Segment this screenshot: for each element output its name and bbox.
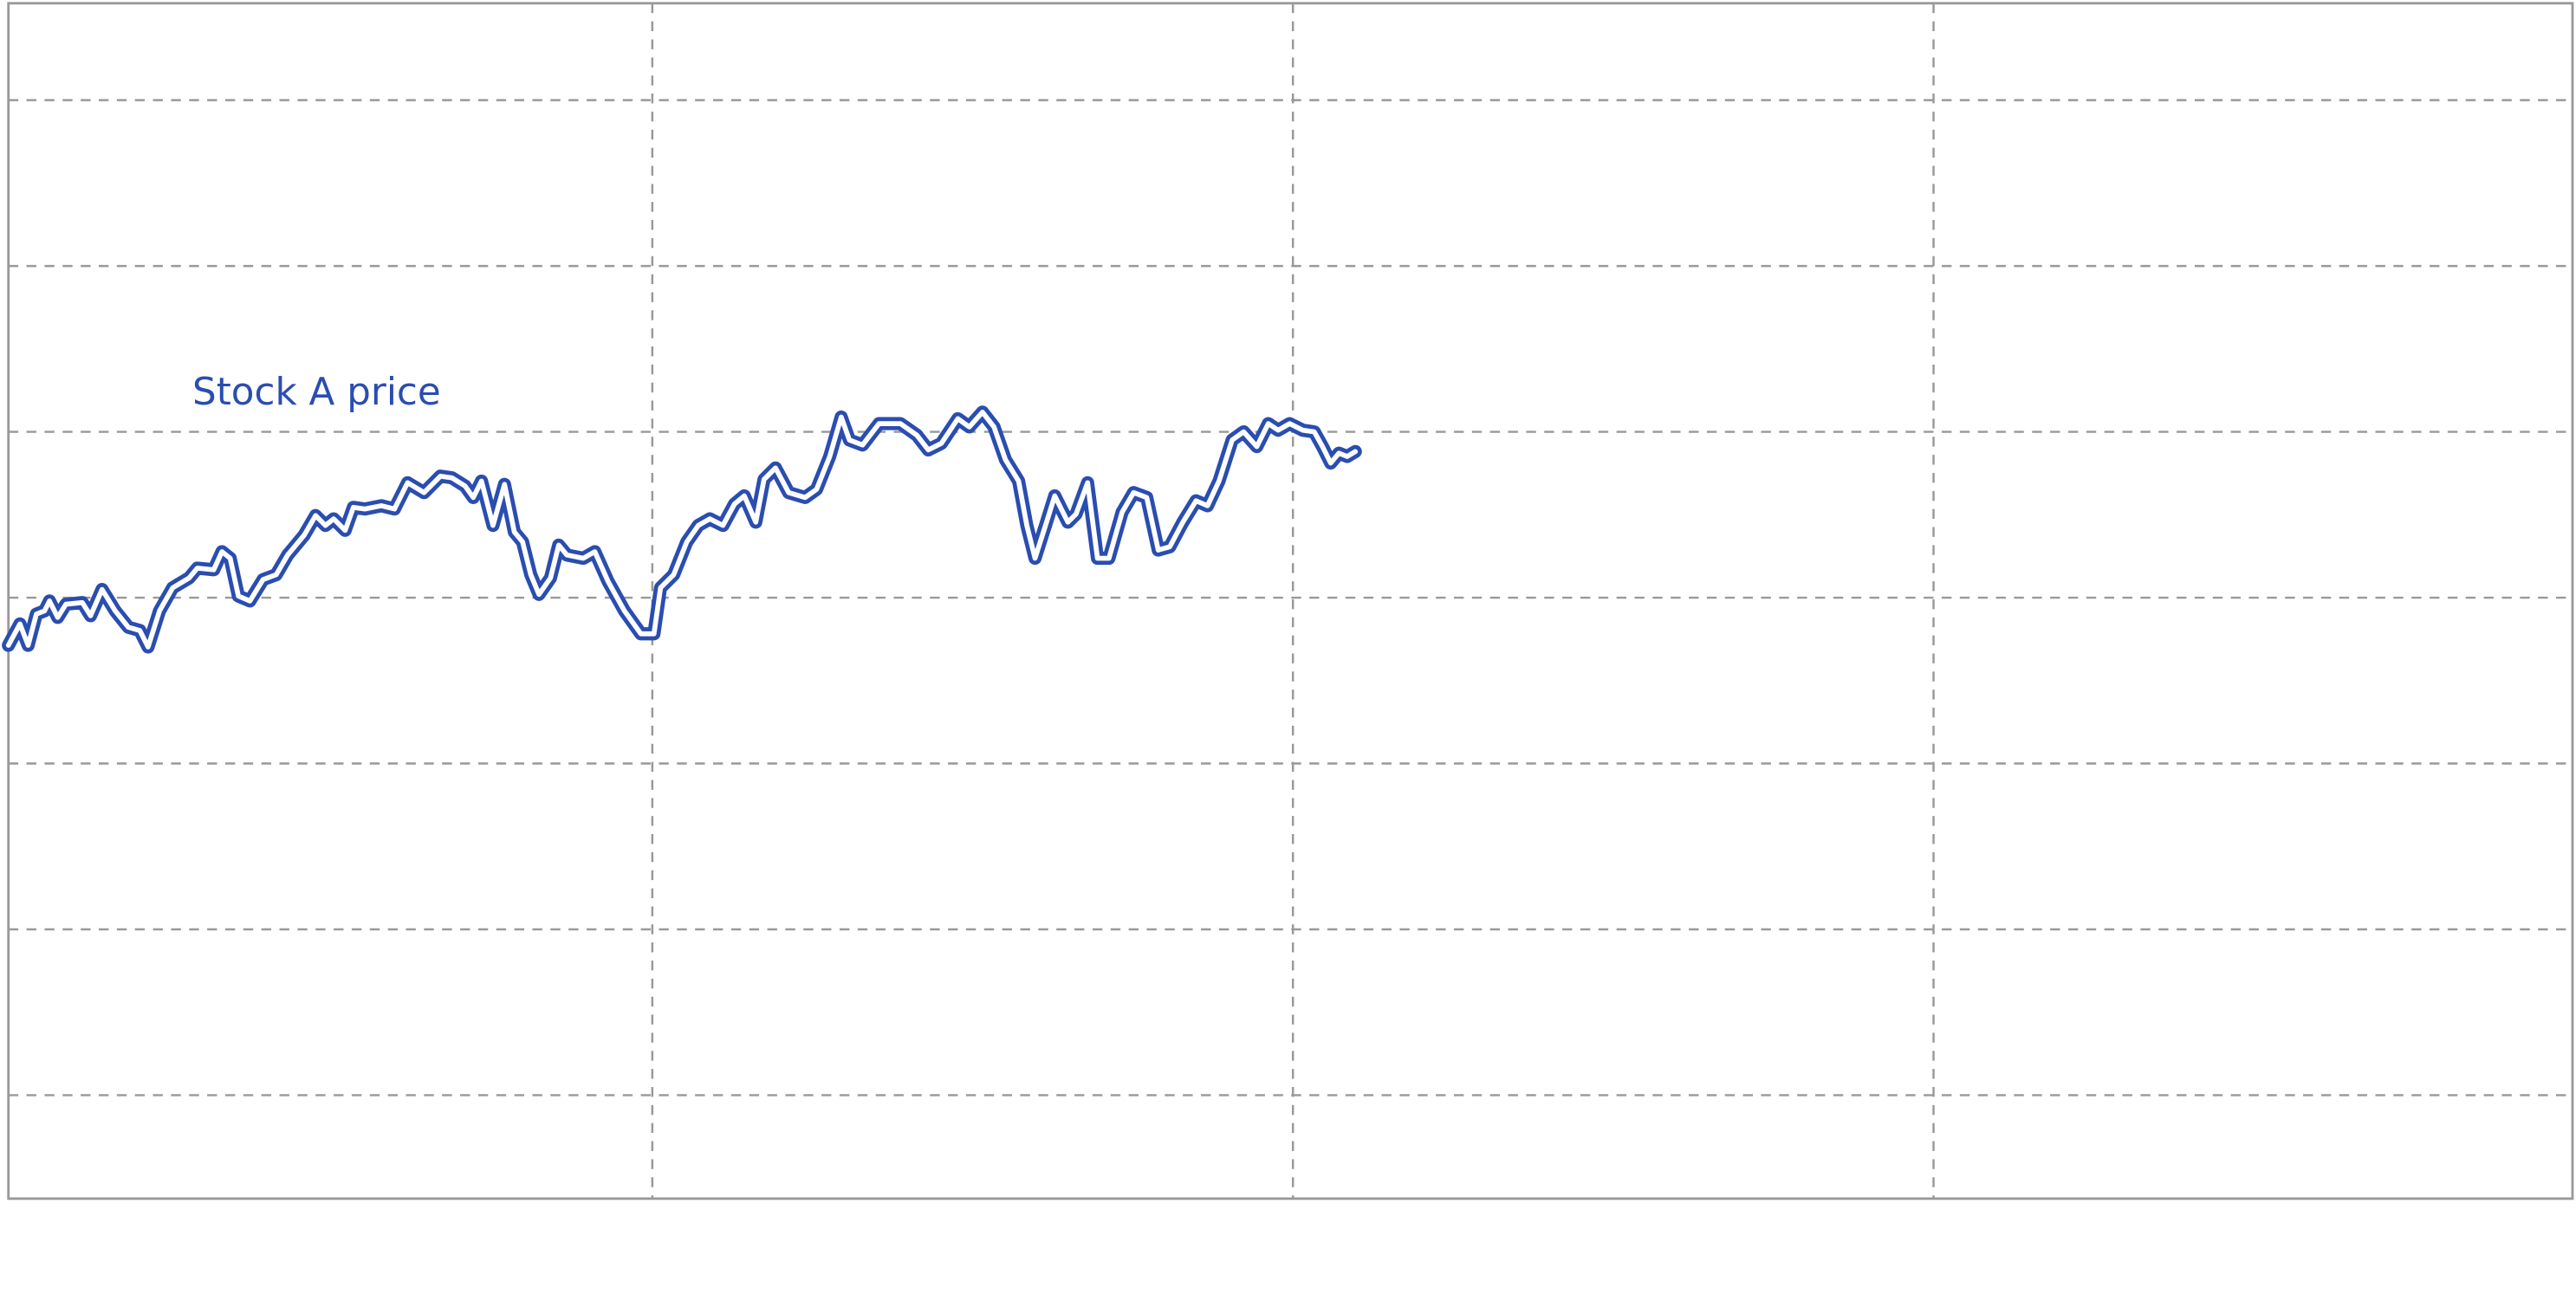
plot-frame: [7, 2, 2574, 1200]
line-inner: [5, 409, 1359, 650]
series-label: Stock A price: [192, 371, 441, 414]
